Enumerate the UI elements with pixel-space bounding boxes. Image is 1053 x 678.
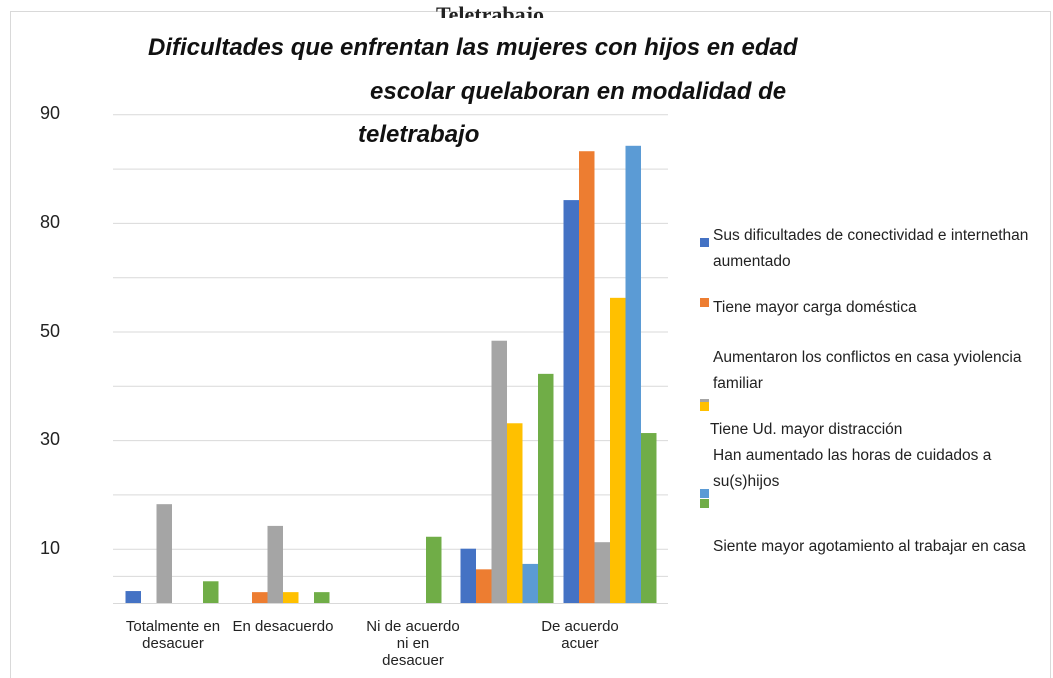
legend-label: Aumentaron los conflictos en casa yviole… <box>713 349 1022 392</box>
legend-swatch <box>700 402 709 411</box>
legend-swatch <box>700 489 709 498</box>
y-tick-label: 90 <box>39 103 60 124</box>
chart-title: Dificultades que enfrentan las mujeres c… <box>148 34 798 61</box>
bar <box>203 581 219 603</box>
x-tick-label: De acuerdo acuer <box>541 618 619 652</box>
legend-label: Sus dificultades de conectividad e inter… <box>713 227 1029 270</box>
bar <box>156 504 172 603</box>
bar <box>476 569 492 603</box>
y-tick-label: 10 <box>39 537 60 558</box>
bar <box>252 592 268 603</box>
bar <box>579 151 595 603</box>
bar <box>522 563 538 603</box>
chart-title: escolar quelaboran en modalidad de <box>370 78 787 105</box>
y-tick-label: 80 <box>39 211 60 232</box>
bar <box>314 592 330 603</box>
legend-label: Han aumentado las horas de cuidados a su… <box>713 447 992 490</box>
legend-label: Tiene Ud. mayor distracción <box>710 421 903 438</box>
bar <box>267 525 283 603</box>
legend-swatch <box>700 298 709 307</box>
bar <box>125 591 141 603</box>
bar <box>426 536 442 603</box>
bar <box>563 200 579 603</box>
bar <box>491 340 507 603</box>
legend-swatch <box>700 238 709 247</box>
y-tick-label: 50 <box>39 320 60 341</box>
x-tick-label: Totalmente en desacuer <box>125 618 221 652</box>
bar <box>507 423 523 603</box>
bar <box>594 542 610 603</box>
bar <box>460 548 476 603</box>
legend-label: Siente mayor agotamiento al trabajar en … <box>713 538 1026 555</box>
bar <box>641 433 657 603</box>
x-tick-label: En desacuerdo <box>232 618 334 635</box>
suptitle: Teletrabajo <box>436 4 544 18</box>
legend-swatch <box>700 499 709 508</box>
x-tick-label: Ni de acuerdo ni en desacuer <box>366 618 460 669</box>
bar <box>538 373 554 603</box>
bar <box>283 592 299 603</box>
y-tick-label: 30 <box>39 429 60 450</box>
bar <box>610 297 626 603</box>
bar <box>625 145 641 603</box>
legend-label: Tiene mayor carga doméstica <box>713 299 917 316</box>
chart-title: teletrabajo <box>358 121 480 148</box>
chart-frame <box>10 11 1051 678</box>
